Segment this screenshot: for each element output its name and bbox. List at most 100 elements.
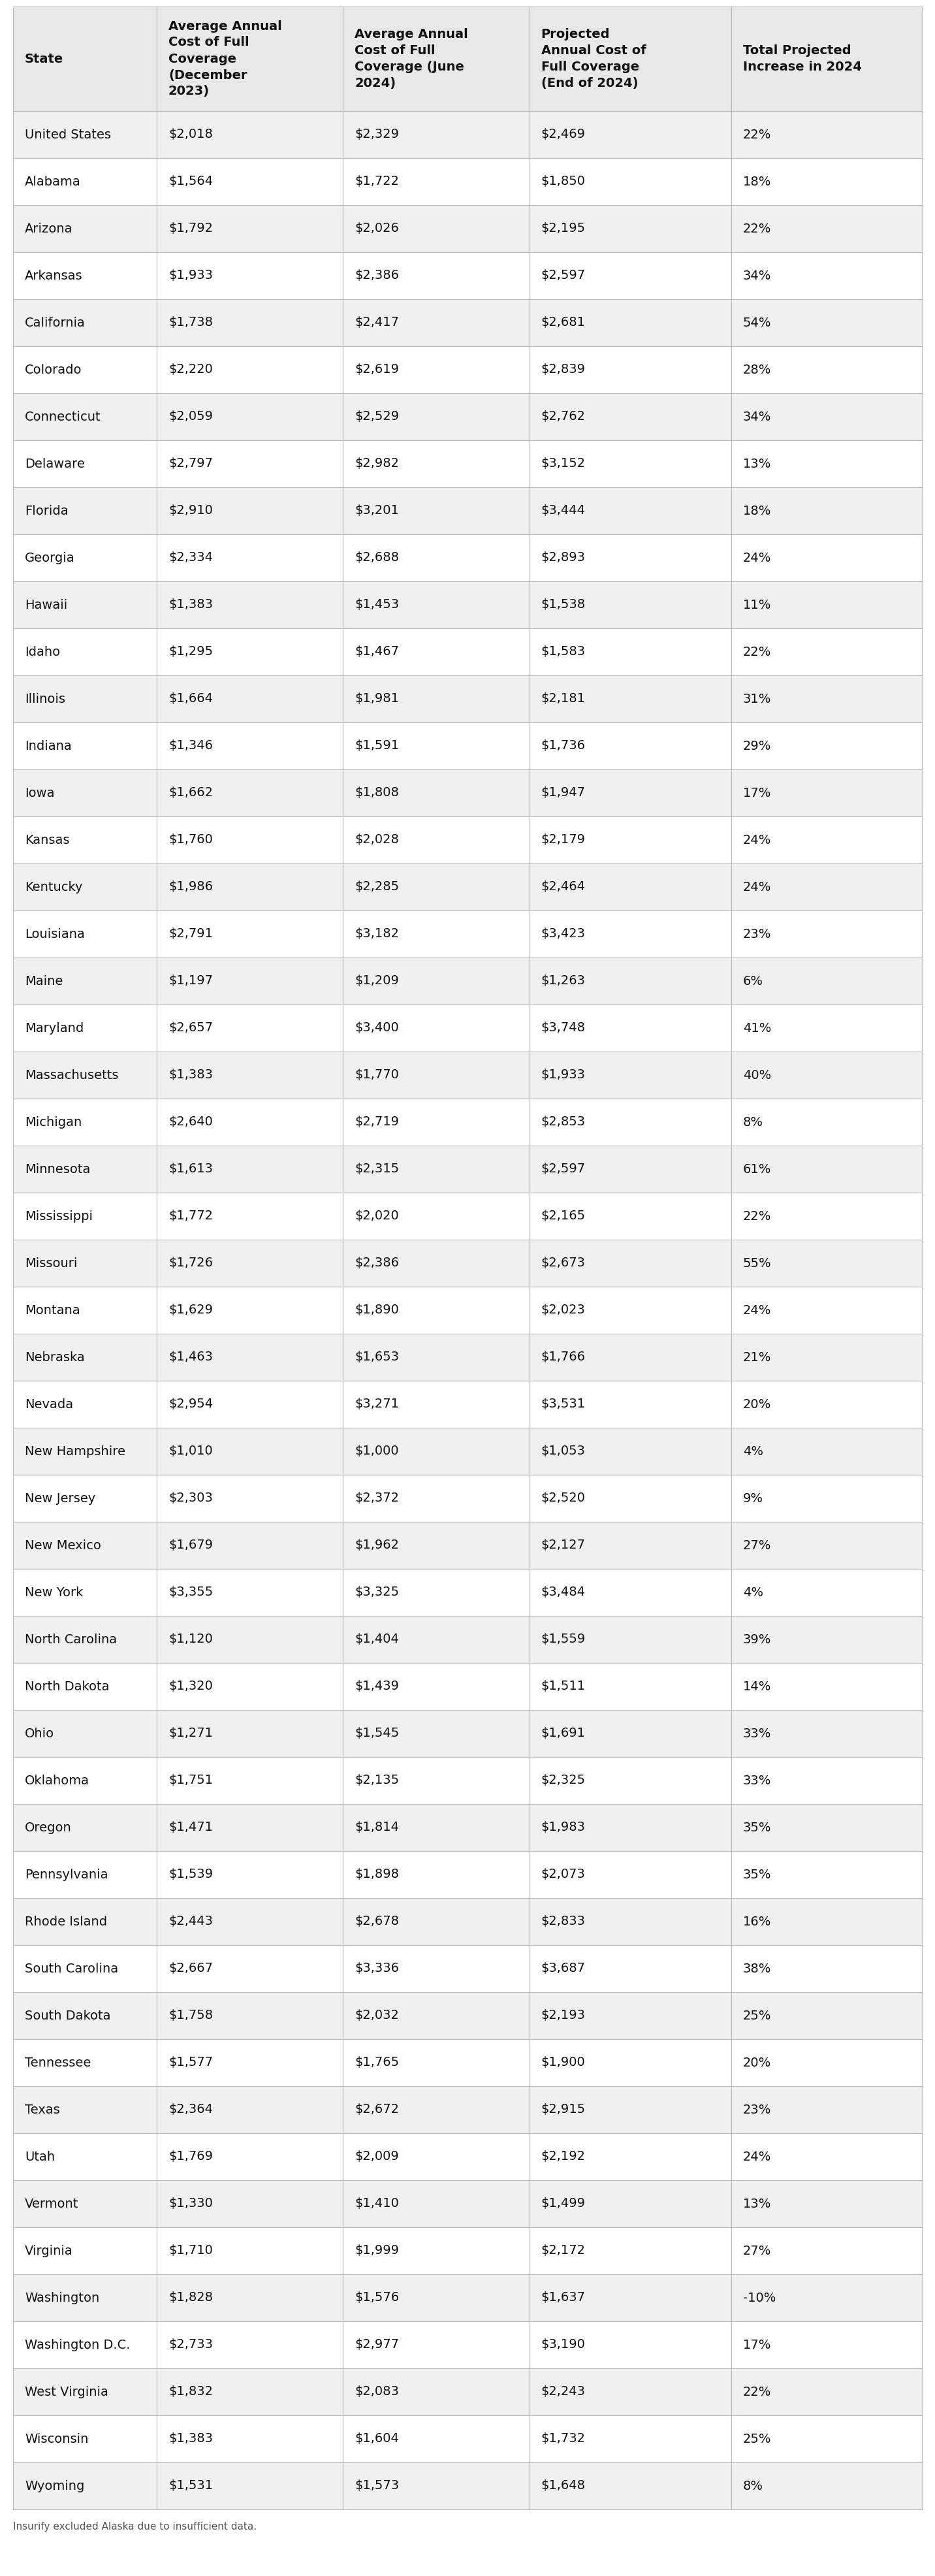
Bar [731,2367,922,2416]
Text: 20%: 20% [742,2056,771,2069]
Text: $1,404: $1,404 [354,1633,399,1646]
Text: 14%: 14% [742,1680,771,1692]
Bar [13,1522,157,1569]
Bar [529,394,731,440]
Text: $1,591: $1,591 [354,739,399,752]
Text: 22%: 22% [742,2385,771,2398]
Bar [157,1005,343,1051]
Bar [529,252,731,299]
Bar [157,1051,343,1097]
Text: $1,770: $1,770 [354,1069,399,1082]
Text: $2,597: $2,597 [541,270,585,281]
Bar [529,2133,731,2179]
Text: $2,977: $2,977 [354,2339,399,2352]
Bar [731,770,922,817]
Bar [529,2087,731,2133]
Text: $2,893: $2,893 [541,551,585,564]
Bar [731,252,922,299]
Bar [13,1239,157,1285]
Text: $1,772: $1,772 [168,1211,213,1224]
Text: New Hampshire: New Hampshire [25,1445,125,1458]
Text: $2,954: $2,954 [168,1399,213,1412]
Bar [157,1097,343,1146]
Bar [343,1803,529,1852]
Bar [529,1427,731,1476]
Text: 40%: 40% [742,1069,771,1082]
Text: 13%: 13% [742,2197,771,2210]
Text: $1,850: $1,850 [541,175,585,188]
Text: 34%: 34% [742,270,771,281]
Bar [529,1569,731,1615]
Text: $2,315: $2,315 [354,1162,399,1175]
Bar [343,2133,529,2179]
Bar [529,2228,731,2275]
Text: $1,769: $1,769 [168,2151,213,2164]
Text: $1,577: $1,577 [168,2056,213,2069]
Bar [13,1945,157,1991]
Bar [13,1051,157,1097]
Bar [13,2179,157,2228]
Bar [529,1381,731,1427]
Bar [157,440,343,487]
Bar [529,206,731,252]
Bar [13,1146,157,1193]
Text: $1,653: $1,653 [354,1350,399,1363]
Text: $2,443: $2,443 [168,1917,213,1927]
Bar [13,1005,157,1051]
Text: $1,691: $1,691 [541,1728,585,1739]
Bar [343,2087,529,2133]
Bar [731,863,922,909]
Bar [343,2321,529,2367]
Bar [13,206,157,252]
Text: 24%: 24% [742,551,771,564]
Text: $2,026: $2,026 [354,222,399,234]
Text: $1,545: $1,545 [354,1728,399,1739]
Text: Wyoming: Wyoming [25,2481,84,2491]
Text: $2,386: $2,386 [354,1257,399,1270]
Bar [529,345,731,394]
Bar [529,1899,731,1945]
Bar [343,8,529,111]
Text: $2,529: $2,529 [354,410,399,422]
Text: $2,667: $2,667 [168,1963,213,1976]
Text: $1,576: $1,576 [354,2293,399,2303]
Text: $2,657: $2,657 [168,1023,213,1033]
Bar [529,1476,731,1522]
Text: United States: United States [25,129,111,142]
Text: $2,619: $2,619 [354,363,399,376]
Text: 18%: 18% [742,505,771,518]
Bar [731,2040,922,2087]
Bar [157,252,343,299]
Text: South Carolina: South Carolina [25,1963,118,1976]
Text: $1,538: $1,538 [541,598,585,611]
Bar [731,2463,922,2509]
Bar [343,206,529,252]
Bar [343,770,529,817]
Bar [13,252,157,299]
Text: $2,791: $2,791 [168,927,213,940]
Text: Arkansas: Arkansas [25,270,82,281]
Text: $2,417: $2,417 [354,317,399,330]
Text: Oklahoma: Oklahoma [25,1775,90,1788]
Bar [157,2133,343,2179]
Bar [13,440,157,487]
Bar [529,2179,731,2228]
Text: Connecticut: Connecticut [25,410,101,422]
Text: $1,629: $1,629 [168,1303,213,1316]
Text: $1,583: $1,583 [541,647,585,657]
Text: $2,910: $2,910 [168,505,213,518]
Bar [529,2416,731,2463]
Bar [157,1334,343,1381]
Text: 8%: 8% [742,1115,763,1128]
Bar [529,299,731,345]
Bar [13,863,157,909]
Bar [731,1097,922,1146]
Text: $3,182: $3,182 [354,927,399,940]
Bar [343,1146,529,1193]
Bar [731,1285,922,1334]
Bar [529,1615,731,1664]
Text: $1,664: $1,664 [168,693,213,706]
Bar [731,1427,922,1476]
Bar [731,958,922,1005]
Bar [157,721,343,770]
